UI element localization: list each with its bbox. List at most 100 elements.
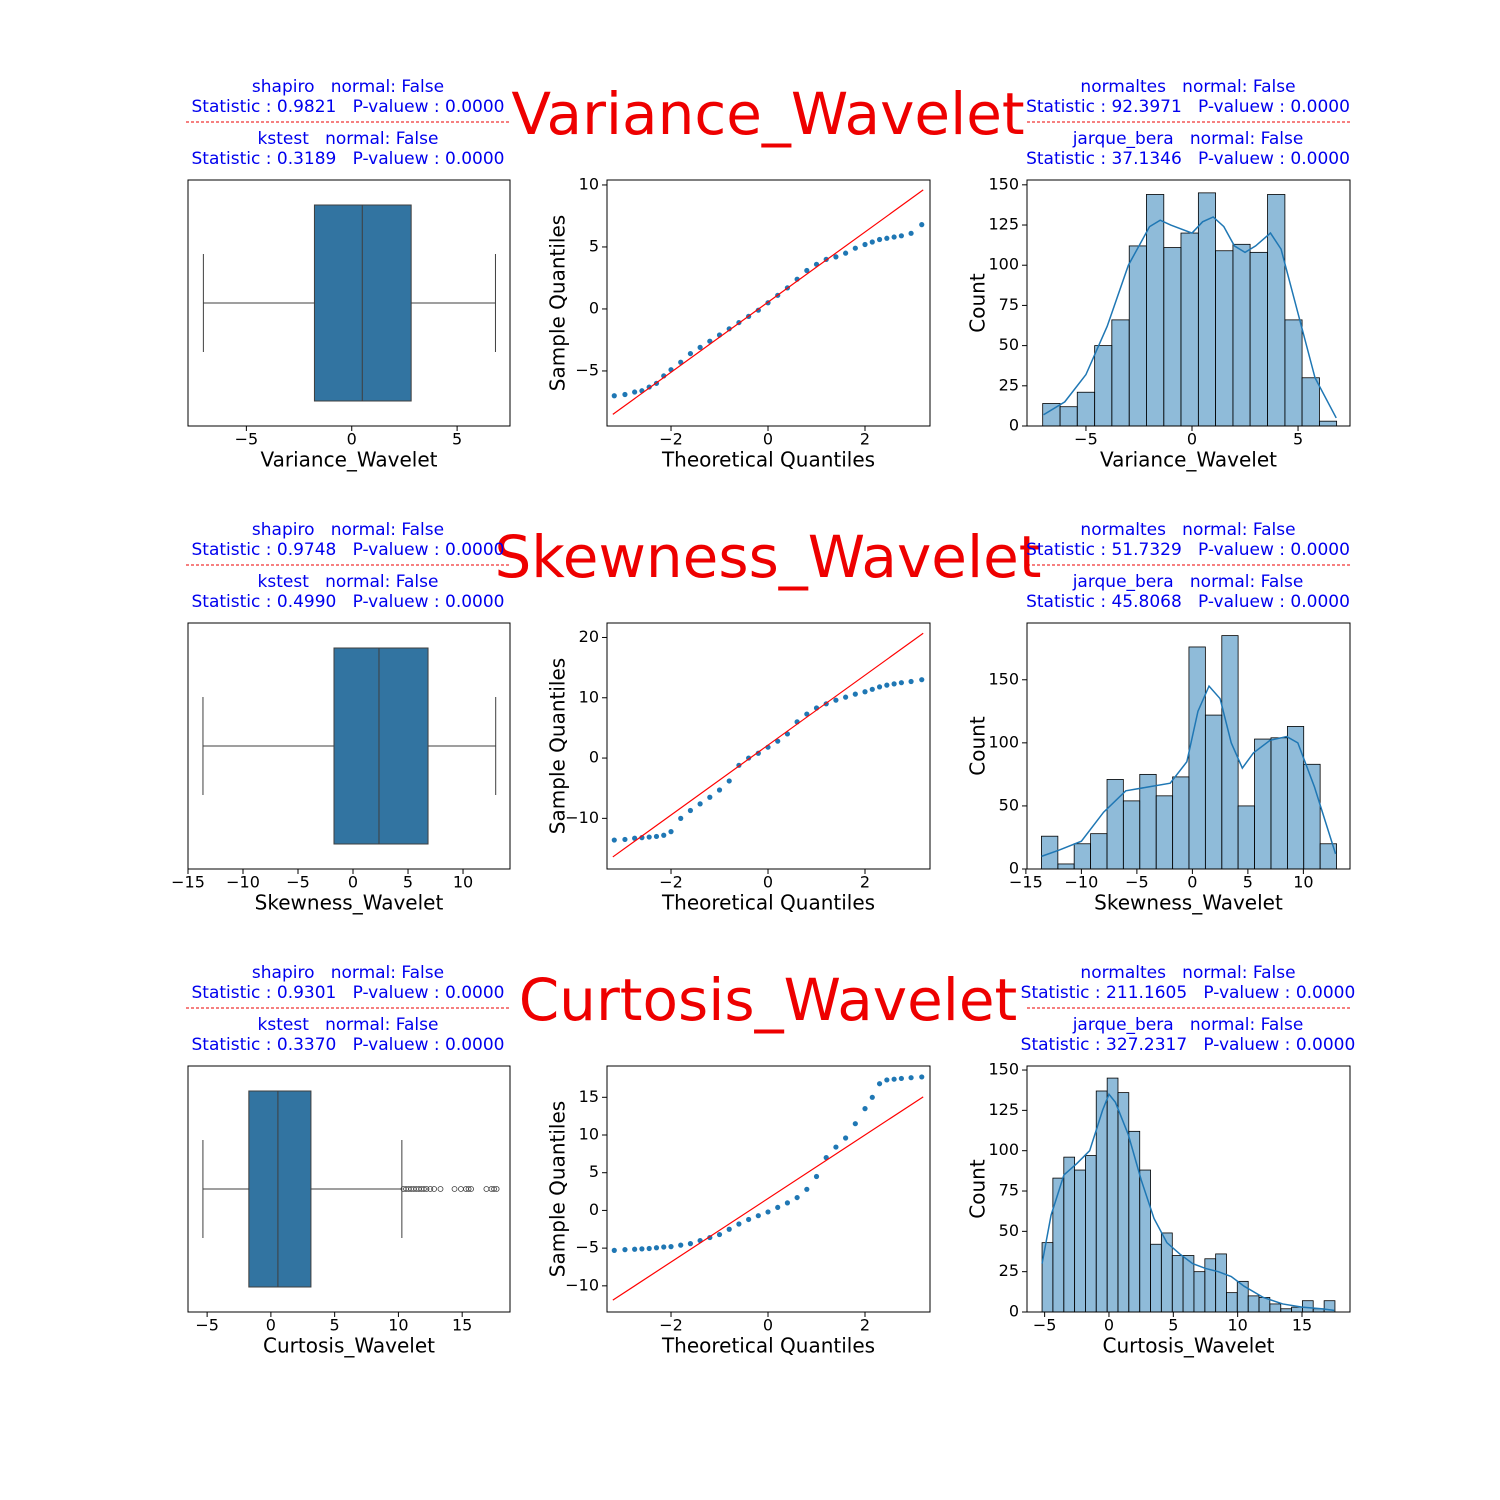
test-name: normaltes normal: False: [1080, 963, 1295, 983]
hist-bar: [1193, 1271, 1206, 1313]
x-tick-label: 5: [330, 1316, 340, 1335]
y-axis-label: Count: [966, 716, 990, 776]
y-tick-label: 0: [1009, 1302, 1019, 1321]
y-tick-label: 25: [999, 375, 1019, 394]
test-stats: Statistic : 37.1346 P-valuew : 0.0000: [1026, 149, 1350, 169]
x-tick-label: −10: [226, 873, 260, 892]
hist-bar: [1180, 232, 1199, 427]
outlier: [465, 1186, 472, 1192]
hist-bar: [1057, 863, 1075, 870]
test-name: kstest normal: False: [258, 129, 439, 149]
qq-point: [898, 680, 904, 686]
qq-point: [908, 1075, 914, 1081]
y-tick-label: 0: [589, 748, 599, 767]
x-axis-label: Skewness_Wavelet: [255, 891, 444, 915]
hist-bar: [1172, 776, 1190, 870]
y-tick-label: 100: [988, 732, 1019, 751]
qq-point: [876, 684, 883, 690]
hist-bar: [1215, 1253, 1227, 1313]
qq-point: [884, 1077, 890, 1083]
hist-bar: [1188, 646, 1206, 870]
qq-point: [869, 686, 875, 692]
hist-bar: [1117, 1092, 1130, 1313]
y-tick-label: 0: [589, 1200, 599, 1219]
test-name: shapiro normal: False: [252, 963, 444, 983]
qq-point: [862, 241, 868, 248]
qq-point: [707, 338, 713, 344]
hist-bar: [1254, 738, 1272, 870]
qq-point: [898, 233, 904, 239]
hist-bar: [1111, 319, 1130, 427]
test-stats: Statistic : 0.3189 P-valuew : 0.0000: [192, 149, 505, 169]
qq-point: [852, 245, 858, 251]
y-axis-label: Sample Quantiles: [546, 1101, 570, 1277]
qq-point: [661, 1244, 667, 1250]
qq-point: [678, 815, 684, 821]
qq-point: [668, 829, 674, 835]
axes-frame: [1026, 1065, 1351, 1313]
x-tick-label: 15: [452, 1316, 472, 1335]
qq-point: [833, 697, 839, 703]
test-name: kstest normal: False: [258, 1015, 439, 1035]
test-stats: Statistic : 0.9748 P-valuew : 0.0000: [192, 540, 505, 560]
y-tick-label: 50: [999, 1221, 1019, 1240]
hist-bar: [1128, 1130, 1141, 1313]
x-tick-label: 10: [1293, 873, 1313, 892]
x-tick-label: 5: [452, 430, 462, 449]
test-name: shapiro normal: False: [252, 520, 444, 540]
hist-bar: [1226, 1292, 1238, 1313]
x-axis-label: Theoretical Quantiles: [661, 1334, 875, 1358]
qq-point: [775, 738, 781, 744]
axes-frame: [187, 179, 511, 427]
x-tick-label: −5: [1033, 1316, 1057, 1335]
y-tick-label: −10: [565, 1275, 599, 1294]
qq-point: [726, 1226, 732, 1232]
x-tick-label: 5: [1293, 430, 1303, 449]
qq-point: [869, 239, 875, 245]
y-axis-label: Sample Quantiles: [546, 215, 570, 391]
hist-bar: [1160, 1232, 1173, 1313]
qq-point: [622, 836, 628, 843]
x-axis-label: Theoretical Quantiles: [661, 891, 875, 915]
outlier: [493, 1186, 500, 1192]
qq-point: [919, 222, 925, 228]
axes-frame: [1026, 622, 1351, 870]
test-stats: Statistic : 0.9821 P-valuew : 0.0000: [192, 97, 505, 117]
kde-line: [1041, 684, 1337, 858]
x-tick-label: 0: [763, 1316, 773, 1335]
hist-bar: [1150, 1243, 1162, 1313]
test-name: jarque_bera normal: False: [1072, 1015, 1304, 1035]
qq-point: [876, 236, 883, 243]
hist-bar: [1076, 391, 1096, 427]
x-tick-label: −15: [171, 873, 205, 892]
hist-bar: [1106, 1077, 1119, 1313]
x-tick-label: 0: [1104, 1316, 1114, 1335]
test-name: normaltes normal: False: [1080, 520, 1295, 540]
y-tick-label: 25: [999, 1261, 1019, 1280]
x-tick-label: −2: [659, 873, 683, 892]
hist-bar: [1237, 805, 1255, 870]
hist-bar: [1041, 835, 1059, 870]
hist-bar: [1291, 1306, 1303, 1313]
qq-point: [813, 1173, 820, 1180]
y-tick-label: 75: [999, 1181, 1019, 1200]
outlier: [483, 1186, 490, 1192]
hist-bar: [1094, 345, 1113, 427]
qq-point: [784, 1200, 791, 1206]
x-tick-label: 10: [1227, 1316, 1247, 1335]
qq-point: [755, 1213, 761, 1219]
y-axis-label: Count: [966, 1159, 990, 1219]
qq-point: [891, 1076, 897, 1082]
y-tick-label: 75: [999, 295, 1019, 314]
x-axis-label: Theoretical Quantiles: [661, 448, 875, 472]
qq-point: [862, 689, 868, 695]
hist-bar: [1171, 1255, 1184, 1313]
hist-bar: [1204, 714, 1223, 870]
qq-point: [843, 1135, 849, 1141]
test-stats: Statistic : 51.7329 P-valuew : 0.0000: [1026, 540, 1350, 560]
x-tick-label: 2: [860, 873, 870, 892]
y-tick-label: 125: [988, 1100, 1019, 1119]
hist-bar: [1073, 843, 1092, 870]
x-tick-label: −5: [195, 1316, 219, 1335]
y-tick-label: 10: [579, 687, 599, 706]
